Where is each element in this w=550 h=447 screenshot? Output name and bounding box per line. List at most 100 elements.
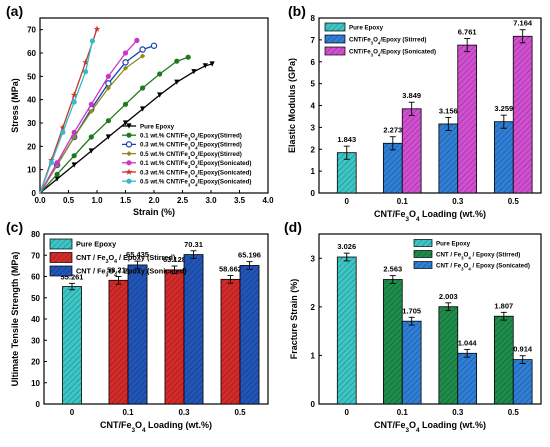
legend-swatch-hatch <box>325 47 345 55</box>
x-tick-label: 0 <box>70 408 75 417</box>
x-tick-label: 3.5 <box>234 196 246 205</box>
x-tick-label: 0.0 <box>34 196 46 205</box>
text-part: /Epoxy (Stirred) <box>380 37 426 44</box>
bar-value-label: 6.761 <box>458 28 477 37</box>
panel-c-tensile-strength: (c) 0 10 20 30 40 50 60 70 80 0 55.261 0.1 58.214 65.4… <box>6 219 269 434</box>
bar-hatch <box>383 279 403 404</box>
text-part: 4 <box>195 154 198 159</box>
text-part: /Epoxy(Sonicated) <box>197 169 251 176</box>
y-tick-label: 6 <box>311 58 316 67</box>
legend-entry: 0.1 wt.% CNT/Fe3O4/Epoxy(Stirred) <box>140 133 242 142</box>
text-part: 4 <box>195 182 198 187</box>
data-point <box>105 85 111 91</box>
text-part: 10 <box>31 379 40 388</box>
legend-swatch-hatch <box>414 250 432 258</box>
text-part: /Epoxy(Sonicated) <box>197 179 251 186</box>
text-part: 4 <box>311 102 316 111</box>
text-part: 0.1 wt.% CNT/ <box>140 133 181 140</box>
x-tick-label: 0.3 <box>178 408 190 417</box>
series-line <box>39 63 213 194</box>
text-part: Loading (wt.%) <box>420 209 487 219</box>
x-tick-label: 1.5 <box>120 196 132 205</box>
y-axis-title: Elastic Modulus (GPa) <box>287 58 297 153</box>
data-point <box>122 101 129 107</box>
text-part: 3 <box>188 154 191 159</box>
y-axis-title: Stress (MPa) <box>10 78 20 133</box>
legend-entry: 0.3 wt.% CNT/Fe3O4/Epoxy(Stirred) <box>140 142 242 151</box>
data-point <box>157 92 163 98</box>
text-part: 3 <box>311 123 316 132</box>
text-part: Fe <box>121 420 132 430</box>
x-axis-title: CNT/Fe3O4 Loading (wt.%) <box>374 420 486 434</box>
text-part: / Epoxy (Stirred) <box>117 253 176 262</box>
text-part: 4 <box>378 40 381 45</box>
legend-entry: CNT/Fe3O4/Epoxy (Stirred) <box>349 37 426 46</box>
text-part: 3 <box>461 266 464 271</box>
y-tick-label: 1 <box>311 167 316 176</box>
text-part: 0.3 wt.% CNT/ <box>140 142 181 149</box>
legend-swatch-hatch <box>50 252 72 263</box>
text-part: Ultimate Tensile Strength (MPa) <box>10 252 20 387</box>
data-point <box>47 156 55 164</box>
text-part: 0 <box>32 189 37 198</box>
text-part: 4.0 <box>262 196 274 205</box>
legend-entry: CNT / Fe3O4 / Epoxy (Stirred) <box>76 253 176 265</box>
bar-hatch <box>494 316 514 404</box>
legend-entry: CNT/Fe3O4/Epoxy (Sonicated) <box>349 49 436 58</box>
bar-hatch <box>513 36 533 193</box>
text-part: 55.261 <box>61 272 84 281</box>
data-point <box>105 118 111 124</box>
text-part: O <box>190 142 195 149</box>
text-part: 3 <box>371 52 374 57</box>
legend-entry: 0.1 wt.% CNT/Fe3O4/Epoxy(Sonicated) <box>140 160 251 169</box>
legend-swatch-hatch <box>50 239 72 249</box>
legend-swatch-hatch <box>50 266 72 276</box>
series-4 <box>39 37 140 194</box>
y-tick-label: 5 <box>311 80 316 89</box>
bar-value-label: 2.563 <box>383 265 402 274</box>
legend-swatch-hatch <box>325 23 345 31</box>
data-point <box>185 54 191 60</box>
text-part: Strain (%) <box>133 207 175 217</box>
text-part: 4 <box>416 216 420 223</box>
y-tick-label: 70 <box>27 26 36 35</box>
panel-d-fracture-strain: (d) 0 1 2 3 0 3.026 0.1 2.563 1.705 0.3 2.003 1.044 0… <box>284 219 542 434</box>
text-part: / Epoxy (Sonicated) <box>471 263 530 270</box>
bar-value-label: 2.003 <box>439 292 458 301</box>
text-part: 7.164 <box>513 19 533 28</box>
text-part: O <box>464 252 469 259</box>
text-part: O <box>190 133 195 140</box>
text-part: /Epoxy(Sonicated) <box>197 160 251 167</box>
text-part: Fe <box>181 151 189 158</box>
series-1 <box>39 54 191 194</box>
text-part: /Epoxy(Stirred) <box>197 142 241 149</box>
data-point <box>89 38 96 44</box>
data-point <box>140 53 146 59</box>
text-part: Fe <box>181 169 189 176</box>
text-part: /Epoxy(Stirred) <box>197 133 241 140</box>
text-part: 0.3 wt.% CNT/ <box>140 169 181 176</box>
panel-b-elastic-modulus: (b)01234567801.8430.12.2733.8490.33.1566… <box>287 3 542 223</box>
bar-value-label: 65.435 <box>126 250 149 259</box>
bar-value-label: 58.214 <box>107 265 131 274</box>
bar-hatch <box>184 254 204 404</box>
text-part: 60 <box>31 273 40 282</box>
text-part: 0.5 <box>63 196 75 205</box>
y-tick-label: 8 <box>311 14 316 23</box>
data-point <box>71 153 77 159</box>
text-part: Pure Epoxy <box>140 123 175 130</box>
text-part: (c) <box>6 219 23 235</box>
text-part: 65.196 <box>238 251 261 260</box>
text-part: 1.705 <box>402 306 421 315</box>
y-axis-title: Ultimate Tensile Strength (MPa) <box>10 252 20 387</box>
data-point <box>59 124 67 131</box>
text-part: 0.5 wt.% CNT/ <box>140 151 181 158</box>
text-part: CNT / <box>76 267 97 276</box>
text-part: O <box>190 169 195 176</box>
bar-value-label: 70.31 <box>184 240 203 249</box>
text-part: 6 <box>311 58 316 67</box>
text-part: 4 <box>195 164 198 169</box>
x-tick-label: 4.0 <box>262 196 274 205</box>
legend-entry: CNT / Fe3O4 / Epoxy (Sonicated) <box>76 267 187 279</box>
text-part: 0 <box>345 408 350 417</box>
